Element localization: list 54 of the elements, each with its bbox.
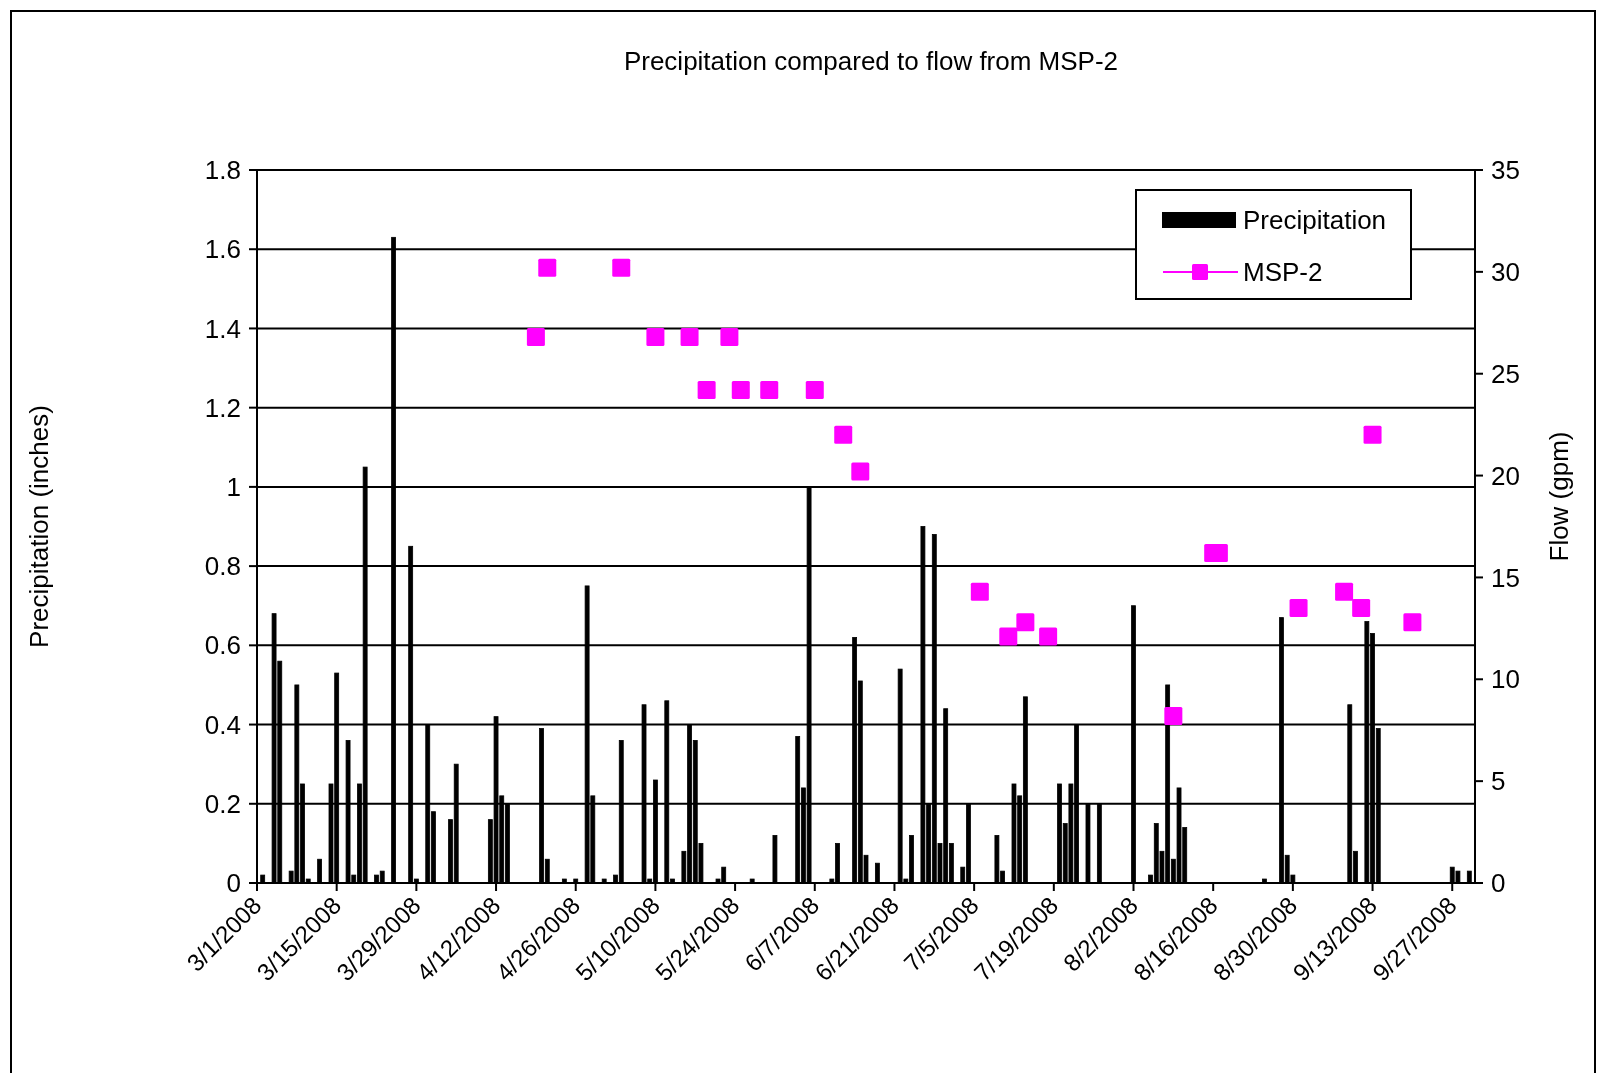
point (697, 381, 716, 400)
y2-tick-label: 30 (1491, 256, 1520, 287)
y-tick-label: 1.4 (204, 313, 241, 344)
point (1363, 425, 1382, 444)
y-tick-label: 1.8 (204, 155, 241, 186)
y2-axis-title: Flow (gpm) (1544, 431, 1574, 562)
y-tick-label: 0.8 (204, 551, 241, 582)
legend-label: Precipitation (1243, 205, 1387, 236)
chart-title: Precipitation compared to flow from MSP-2 (623, 46, 1119, 76)
point (1016, 613, 1035, 632)
y2-tick-label: 0 (1491, 868, 1506, 899)
point (731, 381, 750, 400)
y2-tick-label: 10 (1491, 664, 1520, 695)
point (851, 462, 870, 481)
point (1335, 582, 1354, 601)
y-tick-label: 0.6 (204, 630, 241, 661)
bar (260, 874, 266, 884)
y-tick-label: 0.4 (204, 709, 241, 740)
y2-tick-label: 25 (1491, 358, 1520, 389)
bar (561, 878, 567, 884)
y2-tick-label: 35 (1491, 155, 1520, 186)
point (1289, 598, 1308, 617)
point (720, 328, 739, 347)
point (970, 582, 989, 601)
point (538, 258, 557, 277)
point (612, 258, 631, 277)
bar (317, 858, 322, 884)
point (1403, 613, 1422, 632)
y2-tick-label: 15 (1491, 562, 1520, 593)
y-tick-label: 1 (226, 471, 241, 502)
bar (1466, 870, 1472, 884)
y-tick-label: 0.2 (204, 788, 241, 819)
y2-tick-label: 5 (1491, 766, 1506, 797)
y-tick-label: 0 (226, 868, 241, 899)
point (1164, 706, 1183, 725)
point (526, 328, 545, 347)
point (1352, 598, 1371, 617)
point (834, 425, 853, 444)
point (1039, 627, 1058, 646)
bar (772, 835, 778, 884)
legend-label: MSP-2 (1243, 257, 1323, 288)
bar (749, 878, 755, 884)
bar (1262, 878, 1267, 884)
bar (601, 878, 607, 884)
point (760, 381, 779, 400)
point (999, 627, 1018, 646)
y-axis-title: Precipitation (inches) (24, 405, 54, 648)
y-tick-label: 1.2 (204, 392, 241, 423)
y-tick-label: 1.6 (204, 234, 241, 265)
bar (874, 862, 880, 884)
point (646, 328, 665, 347)
point (805, 381, 824, 400)
y2-tick-label: 20 (1491, 460, 1520, 491)
point (680, 328, 699, 347)
